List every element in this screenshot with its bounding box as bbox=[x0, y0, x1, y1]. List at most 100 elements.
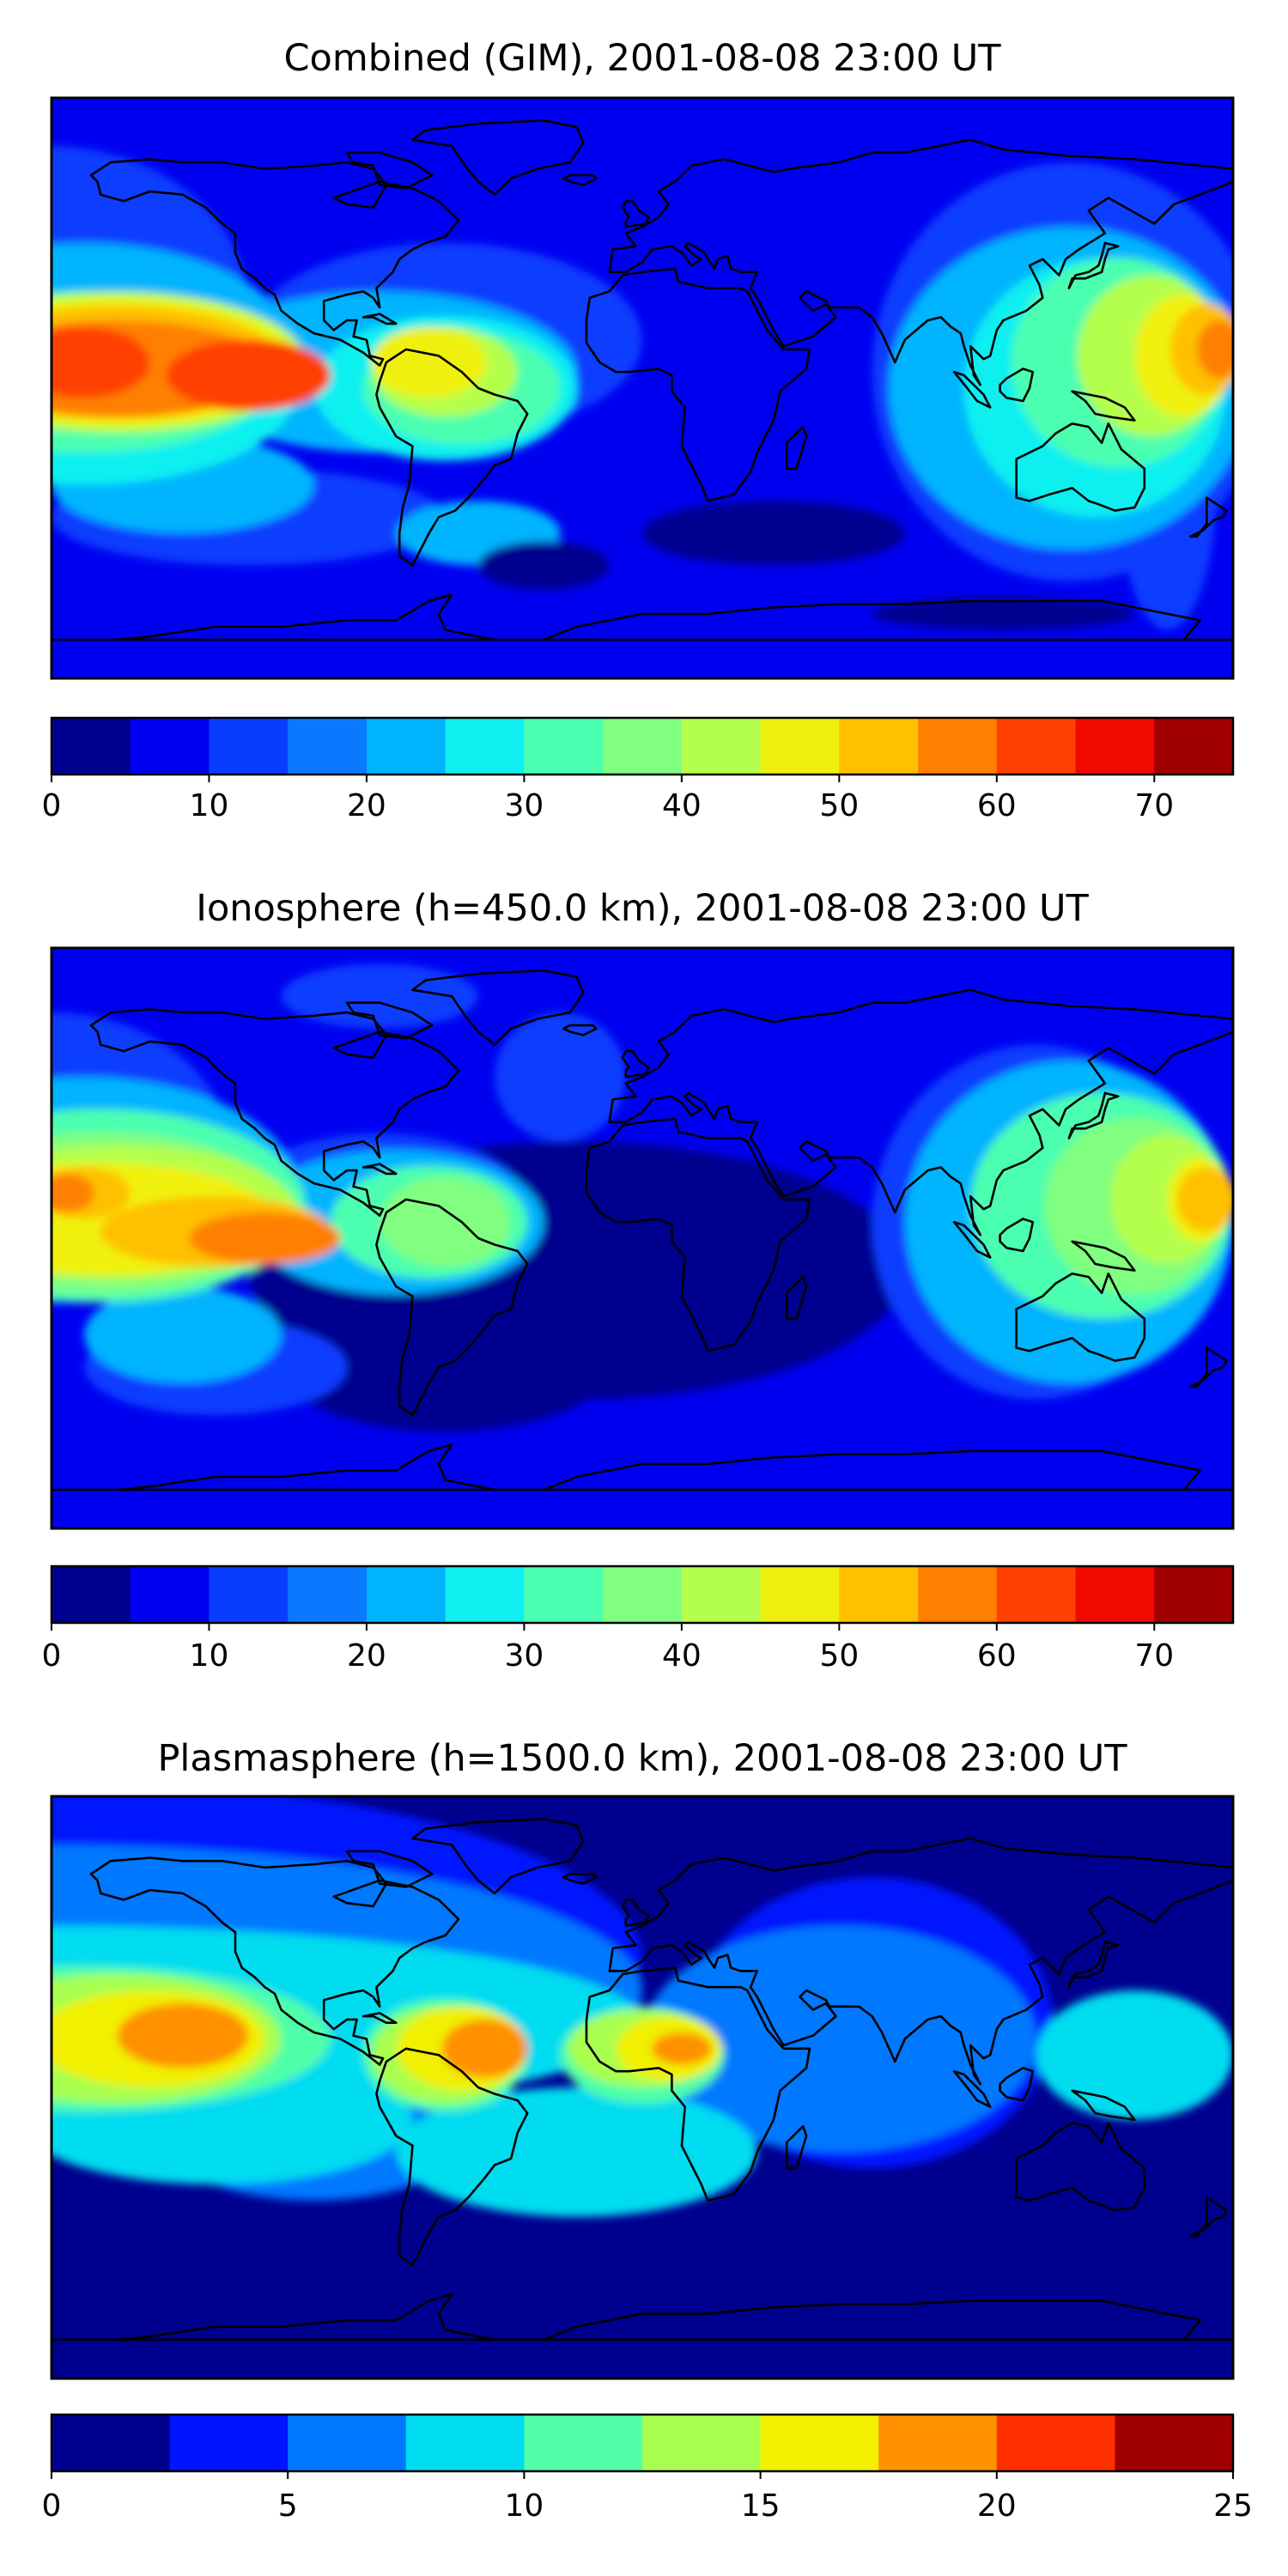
colorbar-segment bbox=[996, 718, 1077, 775]
colorbar-segment bbox=[445, 1566, 525, 1623]
colorbar-tick-label: 70 bbox=[1134, 788, 1174, 823]
coastlines bbox=[52, 969, 1233, 1492]
colorbar-segment bbox=[52, 1566, 131, 1623]
map-title: Plasmasphere (h=1500.0 km), 2001-08-08 2… bbox=[157, 1737, 1127, 1780]
contour-region bbox=[642, 501, 905, 566]
contour-region bbox=[1196, 320, 1233, 379]
colorbar-tick-label: 0 bbox=[42, 788, 62, 823]
colorbar-segment bbox=[288, 2415, 407, 2471]
contour-region bbox=[52, 326, 150, 398]
coastline-baffin bbox=[345, 1001, 434, 1040]
colorbar-tick-label: 20 bbox=[347, 788, 386, 823]
panel-ionosphere: Ionosphere (h=450.0 km), 2001-08-08 23:0… bbox=[42, 887, 1235, 1674]
colorbar-segment bbox=[839, 718, 919, 775]
colorbar-segment bbox=[445, 718, 525, 775]
colorbar-tick-label: 70 bbox=[1134, 1638, 1174, 1674]
panel-plasmasphere: Plasmasphere (h=1500.0 km), 2001-08-08 2… bbox=[42, 1737, 1253, 2524]
contour-region bbox=[380, 1176, 512, 1267]
coastline-europeAsia bbox=[608, 138, 1233, 386]
coastline-iceland bbox=[562, 173, 598, 186]
map-frame bbox=[50, 1795, 1235, 2380]
colorbar-segment bbox=[52, 718, 131, 775]
coastline-australia bbox=[1015, 2122, 1146, 2212]
colorbar-segment bbox=[524, 1566, 604, 1623]
colorbar-tick-label: 10 bbox=[190, 788, 229, 823]
coastline-sumatra bbox=[952, 370, 992, 409]
colorbar-segment bbox=[169, 2415, 289, 2471]
coastline-borneo bbox=[999, 1218, 1035, 1253]
panel-combined: Combined (GIM), 2001-08-08 23:00 UT 0 10 2… bbox=[42, 37, 1235, 823]
coastline-sumatra bbox=[952, 2069, 992, 2108]
colorbar-segment bbox=[1115, 2415, 1234, 2471]
colorbar-tick-label: 50 bbox=[819, 1638, 859, 1674]
coastline-baffin bbox=[345, 1850, 434, 1888]
coastline-greenland bbox=[411, 969, 585, 1046]
coastline-greatBritain bbox=[621, 199, 650, 228]
contour-region bbox=[189, 1212, 341, 1264]
field-contours bbox=[52, 1796, 1233, 2217]
map-field bbox=[52, 948, 1233, 1528]
contour-region bbox=[495, 1012, 626, 1142]
coastline-antarctica bbox=[52, 2293, 1233, 2342]
coastlines bbox=[52, 119, 1233, 641]
colorbar-segment bbox=[918, 718, 998, 775]
coastline-africa bbox=[585, 1966, 811, 2202]
colorbar-frame bbox=[50, 1564, 1235, 1625]
coastlines bbox=[52, 1818, 1233, 2342]
colorbar-segment bbox=[1154, 1566, 1234, 1623]
colorbar bbox=[50, 1564, 1235, 1625]
colorbar-segment bbox=[1075, 718, 1155, 775]
coastline-northAmerica bbox=[89, 1856, 460, 2066]
colorbar-tick-label: 40 bbox=[662, 788, 702, 823]
colorbar-segment bbox=[681, 1566, 762, 1623]
coastline-newZealand bbox=[1189, 1346, 1228, 1388]
colorbar-segment bbox=[996, 2415, 1115, 2471]
coastline-baffin bbox=[345, 151, 434, 190]
coastline-japan bbox=[1067, 1091, 1120, 1139]
colorbar-tick-label: 5 bbox=[278, 2488, 298, 2524]
colorbar-tick-label: 30 bbox=[504, 788, 544, 823]
coastline-australia bbox=[1015, 1273, 1146, 1362]
coastline-newGuinea bbox=[1071, 1240, 1136, 1272]
colorbar-segment bbox=[52, 2415, 171, 2471]
coastline-northAmerica bbox=[89, 1008, 460, 1217]
map-field bbox=[52, 1796, 1233, 2379]
colorbar-segment bbox=[524, 2415, 643, 2471]
map-frame bbox=[50, 96, 1235, 680]
colorbar-segment bbox=[603, 718, 683, 775]
colorbar-segment bbox=[288, 1566, 368, 1623]
coastline-antarctica bbox=[52, 1443, 1233, 1492]
coastline-greatBritain bbox=[621, 1899, 650, 1927]
coastline-southAmerica bbox=[375, 2047, 529, 2267]
colorbar-segment bbox=[209, 1566, 289, 1623]
colorbar-segment bbox=[878, 2415, 998, 2471]
colorbar-segment bbox=[760, 1566, 840, 1623]
coastline-iceland bbox=[562, 1024, 598, 1036]
contour-region bbox=[441, 2019, 528, 2078]
field-contours bbox=[52, 963, 1233, 1432]
colorbar-segment bbox=[1075, 1566, 1155, 1623]
colorbar-segment bbox=[642, 2415, 762, 2471]
coastline-africa bbox=[585, 1117, 811, 1352]
coastline-northAmerica bbox=[89, 158, 460, 368]
coastline-southAmerica bbox=[375, 1198, 529, 1417]
colorbar-segment bbox=[209, 718, 289, 775]
coastline-australia bbox=[1015, 422, 1146, 513]
coastline-greenland bbox=[411, 1818, 585, 1895]
coastline-greatBritain bbox=[621, 1049, 650, 1078]
contour-region bbox=[117, 2003, 249, 2069]
colorbar-tick-label: 60 bbox=[977, 1638, 1017, 1674]
contour-region bbox=[166, 339, 331, 411]
colorbar-ticks: 0 10 20 30 40 50 60 70 bbox=[42, 775, 1174, 823]
colorbar-segment bbox=[681, 718, 762, 775]
coastline-greenland bbox=[411, 119, 585, 196]
map-title: Combined (GIM), 2001-08-08 23:00 UT bbox=[283, 37, 1001, 80]
colorbar-tick-label: 40 bbox=[662, 1638, 702, 1674]
coastline-europeAsia bbox=[608, 988, 1233, 1236]
colorbar-tick-label: 30 bbox=[504, 1638, 544, 1674]
colorbar-tick-label: 0 bbox=[42, 2488, 62, 2524]
colorbar-tick-label: 20 bbox=[977, 2488, 1017, 2524]
field-contours bbox=[52, 146, 1233, 630]
coastline-cuba bbox=[361, 1163, 398, 1176]
